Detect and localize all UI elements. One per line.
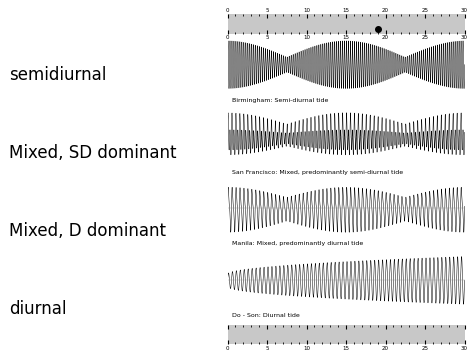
Text: Mixed, SD dominant: Mixed, SD dominant: [9, 144, 177, 162]
Text: Do - Son: Diurnal tide: Do - Son: Diurnal tide: [232, 313, 300, 318]
Text: Mixed, D dominant: Mixed, D dominant: [9, 222, 166, 240]
Text: Manila: Mixed, predominantly diurnal tide: Manila: Mixed, predominantly diurnal tid…: [232, 241, 364, 246]
Text: diurnal: diurnal: [9, 300, 67, 318]
Text: San Francisco: Mixed, predominantly semi-diurnal tide: San Francisco: Mixed, predominantly semi…: [232, 170, 403, 175]
Text: Birmingham: Semi-diurnal tide: Birmingham: Semi-diurnal tide: [232, 98, 328, 103]
Text: semidiurnal: semidiurnal: [9, 66, 107, 83]
